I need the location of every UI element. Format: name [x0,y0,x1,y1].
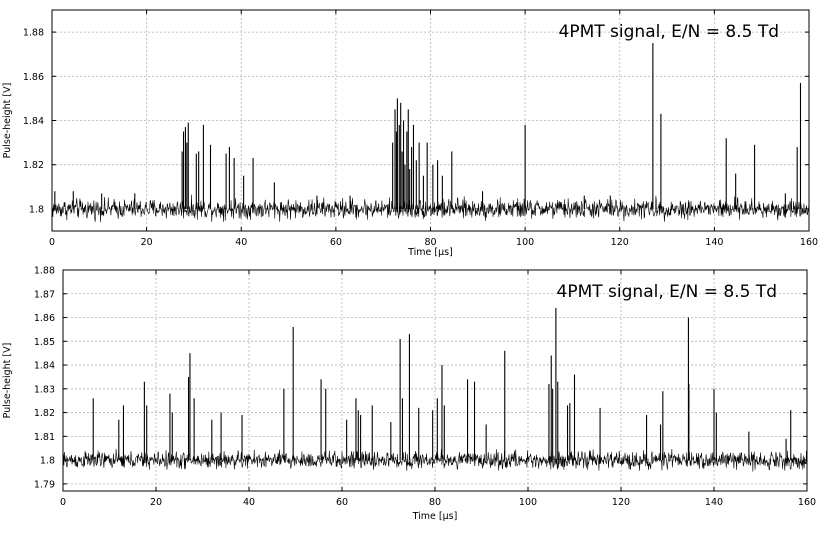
top-y-tick-label: 1.86 [23,72,44,83]
top-y-tick-label: 1.88 [23,28,44,39]
bottom-x-tick-label: 80 [429,497,441,508]
bottom-y-tick-label: 1.88 [34,266,55,277]
bottom-signal-trace [62,448,808,472]
bottom-y-tick-label: 1.86 [34,313,55,324]
bottom-chart-title: 4PMT signal, E/N = 8.5 Td [557,282,777,302]
top-x-tick-label: 160 [800,237,818,248]
top-chart-title: 4PMT signal, E/N = 8.5 Td [559,22,779,42]
bottom-x-tick-label: 160 [798,497,816,508]
bottom-y-axis-ticks: 1.79 1.8 1.81 1.82 1.83 1.84 1.85 1.86 1.87 1.88 [34,266,807,490]
top-x-tick-label: 100 [516,237,534,248]
top-y-tick-label: 1.84 [23,116,44,127]
top-y-tick-label: 1.82 [23,160,44,171]
top-y-axis-ticks: 1.8 1.82 1.84 1.86 1.88 [23,28,809,215]
bottom-x-tick-label: 140 [705,497,723,508]
bottom-x-tick-label: 0 [60,497,66,508]
top-x-tick-label: 40 [235,237,247,248]
bottom-chart-panel: 0 20 40 60 80 100 120 140 160 1.79 1.8 1.81 1.82 1.8… [2,266,816,523]
bottom-y-tick-label: 1.85 [34,337,55,348]
bottom-y-tick-label: 1.8 [40,456,55,467]
top-chart-panel: 0 20 40 60 80 100 120 140 160 1.81.821.841.861.8… [2,9,818,258]
bottom-x-axis-ticks: 0 20 40 60 80 100 120 140 160 [60,270,816,508]
top-signal-spikes [54,43,802,209]
top-y-tick-label: 1.8 [29,204,44,215]
bottom-y-tick-label: 1.87 [34,289,55,300]
top-y-axis-label: Pulse-height [V] [2,83,13,159]
bottom-y-axis-label: Pulse-height [V] [2,343,13,419]
bottom-y-tick-label: 1.81 [34,432,55,443]
top-x-tick-label: 60 [330,237,342,248]
bottom-x-axis-label: Time [µs] [412,511,458,522]
top-x-tick-label: 0 [49,237,55,248]
bottom-x-tick-label: 40 [243,497,255,508]
top-x-axis-ticks: 0 20 40 60 80 100 120 140 160 [49,10,818,248]
bottom-x-tick-label: 120 [612,497,630,508]
top-signal-trace [51,194,810,223]
top-x-tick-label: 120 [611,237,629,248]
bottom-x-tick-label: 20 [150,497,162,508]
top-x-tick-label: 20 [141,237,153,248]
top-x-tick-label: 140 [705,237,723,248]
top-x-axis-label: Time [µs] [407,247,453,258]
bottom-y-tick-label: 1.84 [34,361,55,372]
bottom-signal-spikes [92,308,792,461]
bottom-y-tick-label: 1.79 [34,479,55,490]
bottom-y-tick-label: 1.82 [34,408,55,419]
bottom-x-tick-label: 100 [519,497,537,508]
top-chart-grid [52,10,809,231]
bottom-x-tick-label: 60 [336,497,348,508]
top-x-tick-label: 80 [424,237,436,248]
bottom-y-tick-label: 1.83 [34,384,55,395]
